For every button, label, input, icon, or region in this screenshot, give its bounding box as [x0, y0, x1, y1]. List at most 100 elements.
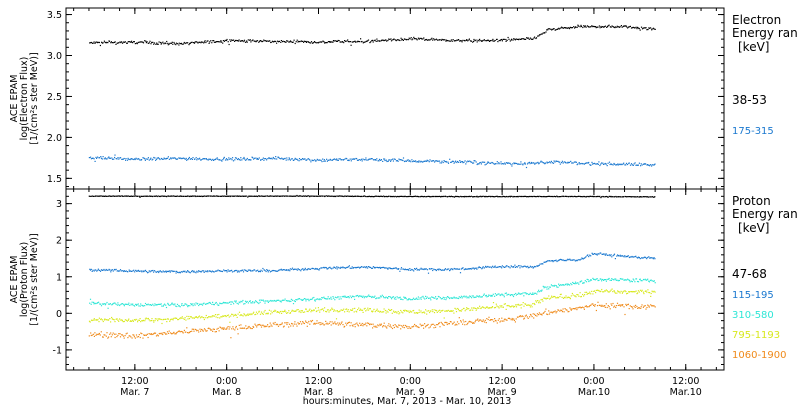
data-point	[563, 260, 565, 262]
data-point	[618, 304, 621, 306]
data-point	[204, 270, 206, 272]
data-point	[464, 324, 466, 326]
data-point	[273, 310, 275, 313]
data-point	[237, 270, 239, 272]
data-point	[432, 311, 434, 313]
data-point	[371, 296, 373, 299]
data-point	[377, 267, 379, 269]
data-point	[251, 313, 253, 316]
data-point	[111, 42, 113, 44]
data-point	[428, 39, 430, 41]
data-point	[369, 308, 371, 310]
data-point	[480, 161, 482, 164]
data-point	[520, 38, 522, 40]
data-point	[425, 38, 428, 41]
data-point	[161, 322, 163, 325]
data-point	[610, 279, 612, 281]
data-point	[277, 195, 279, 197]
data-point	[262, 299, 264, 301]
data-point	[223, 156, 225, 158]
data-point	[199, 303, 201, 305]
data-point	[493, 266, 495, 268]
data-point	[361, 309, 364, 311]
data-point	[535, 300, 537, 302]
data-point	[238, 159, 240, 161]
data-point	[273, 157, 275, 160]
data-point	[645, 308, 647, 310]
data-point	[200, 159, 202, 161]
data-point	[325, 267, 328, 269]
data-point	[292, 269, 295, 271]
data-point	[399, 324, 401, 326]
x-tick-label: Mar.10	[670, 387, 702, 398]
data-point	[648, 306, 650, 308]
data-point	[445, 321, 447, 323]
data-point	[600, 290, 602, 292]
data-point	[652, 280, 654, 282]
data-point	[624, 279, 626, 281]
data-point	[146, 41, 148, 43]
data-point	[482, 39, 484, 42]
data-point	[636, 196, 638, 198]
data-point	[226, 314, 228, 317]
data-point	[500, 294, 502, 296]
data-point	[163, 271, 165, 273]
data-point	[644, 196, 646, 198]
data-point	[279, 300, 281, 302]
data-point	[587, 195, 589, 198]
data-point	[132, 320, 134, 322]
data-point	[357, 325, 360, 327]
data-point	[645, 196, 647, 198]
data-point	[625, 279, 627, 281]
data-point	[148, 304, 150, 306]
data-point	[142, 337, 144, 339]
data-point	[438, 322, 440, 324]
data-point	[371, 295, 373, 298]
data-point	[491, 294, 493, 297]
data-point	[508, 305, 510, 307]
data-point	[162, 158, 164, 160]
data-point	[225, 158, 228, 160]
data-point	[101, 158, 103, 160]
data-point	[191, 271, 193, 273]
data-point	[336, 159, 338, 161]
data-point	[327, 309, 329, 311]
data-point	[281, 158, 283, 160]
data-point	[540, 195, 542, 198]
data-point	[516, 304, 518, 306]
data-point	[216, 41, 218, 43]
data-point	[430, 310, 432, 312]
data-point	[484, 164, 486, 166]
data-point	[611, 288, 613, 290]
data-point	[188, 156, 190, 159]
data-point	[477, 307, 479, 309]
data-point	[95, 156, 97, 158]
data-point	[452, 322, 454, 324]
data-point	[495, 195, 497, 197]
data-point	[397, 310, 399, 313]
data-point	[338, 298, 340, 300]
data-point	[393, 298, 396, 300]
data-point	[467, 160, 469, 162]
data-point	[556, 28, 558, 30]
data-point	[566, 284, 568, 286]
data-point	[417, 326, 419, 328]
data-point	[115, 333, 117, 335]
data-point	[492, 302, 495, 304]
data-point	[450, 161, 452, 163]
data-point	[195, 195, 197, 198]
data-point	[436, 160, 438, 162]
data-point	[250, 195, 252, 197]
data-point	[522, 195, 524, 198]
data-point	[416, 312, 418, 314]
data-point	[493, 40, 495, 42]
data-point	[467, 40, 469, 42]
data-point	[597, 163, 599, 165]
data-point	[439, 309, 441, 311]
data-point	[485, 265, 487, 267]
data-point	[189, 195, 192, 197]
data-point	[454, 196, 456, 198]
data-point	[236, 40, 239, 42]
data-point	[95, 334, 97, 336]
